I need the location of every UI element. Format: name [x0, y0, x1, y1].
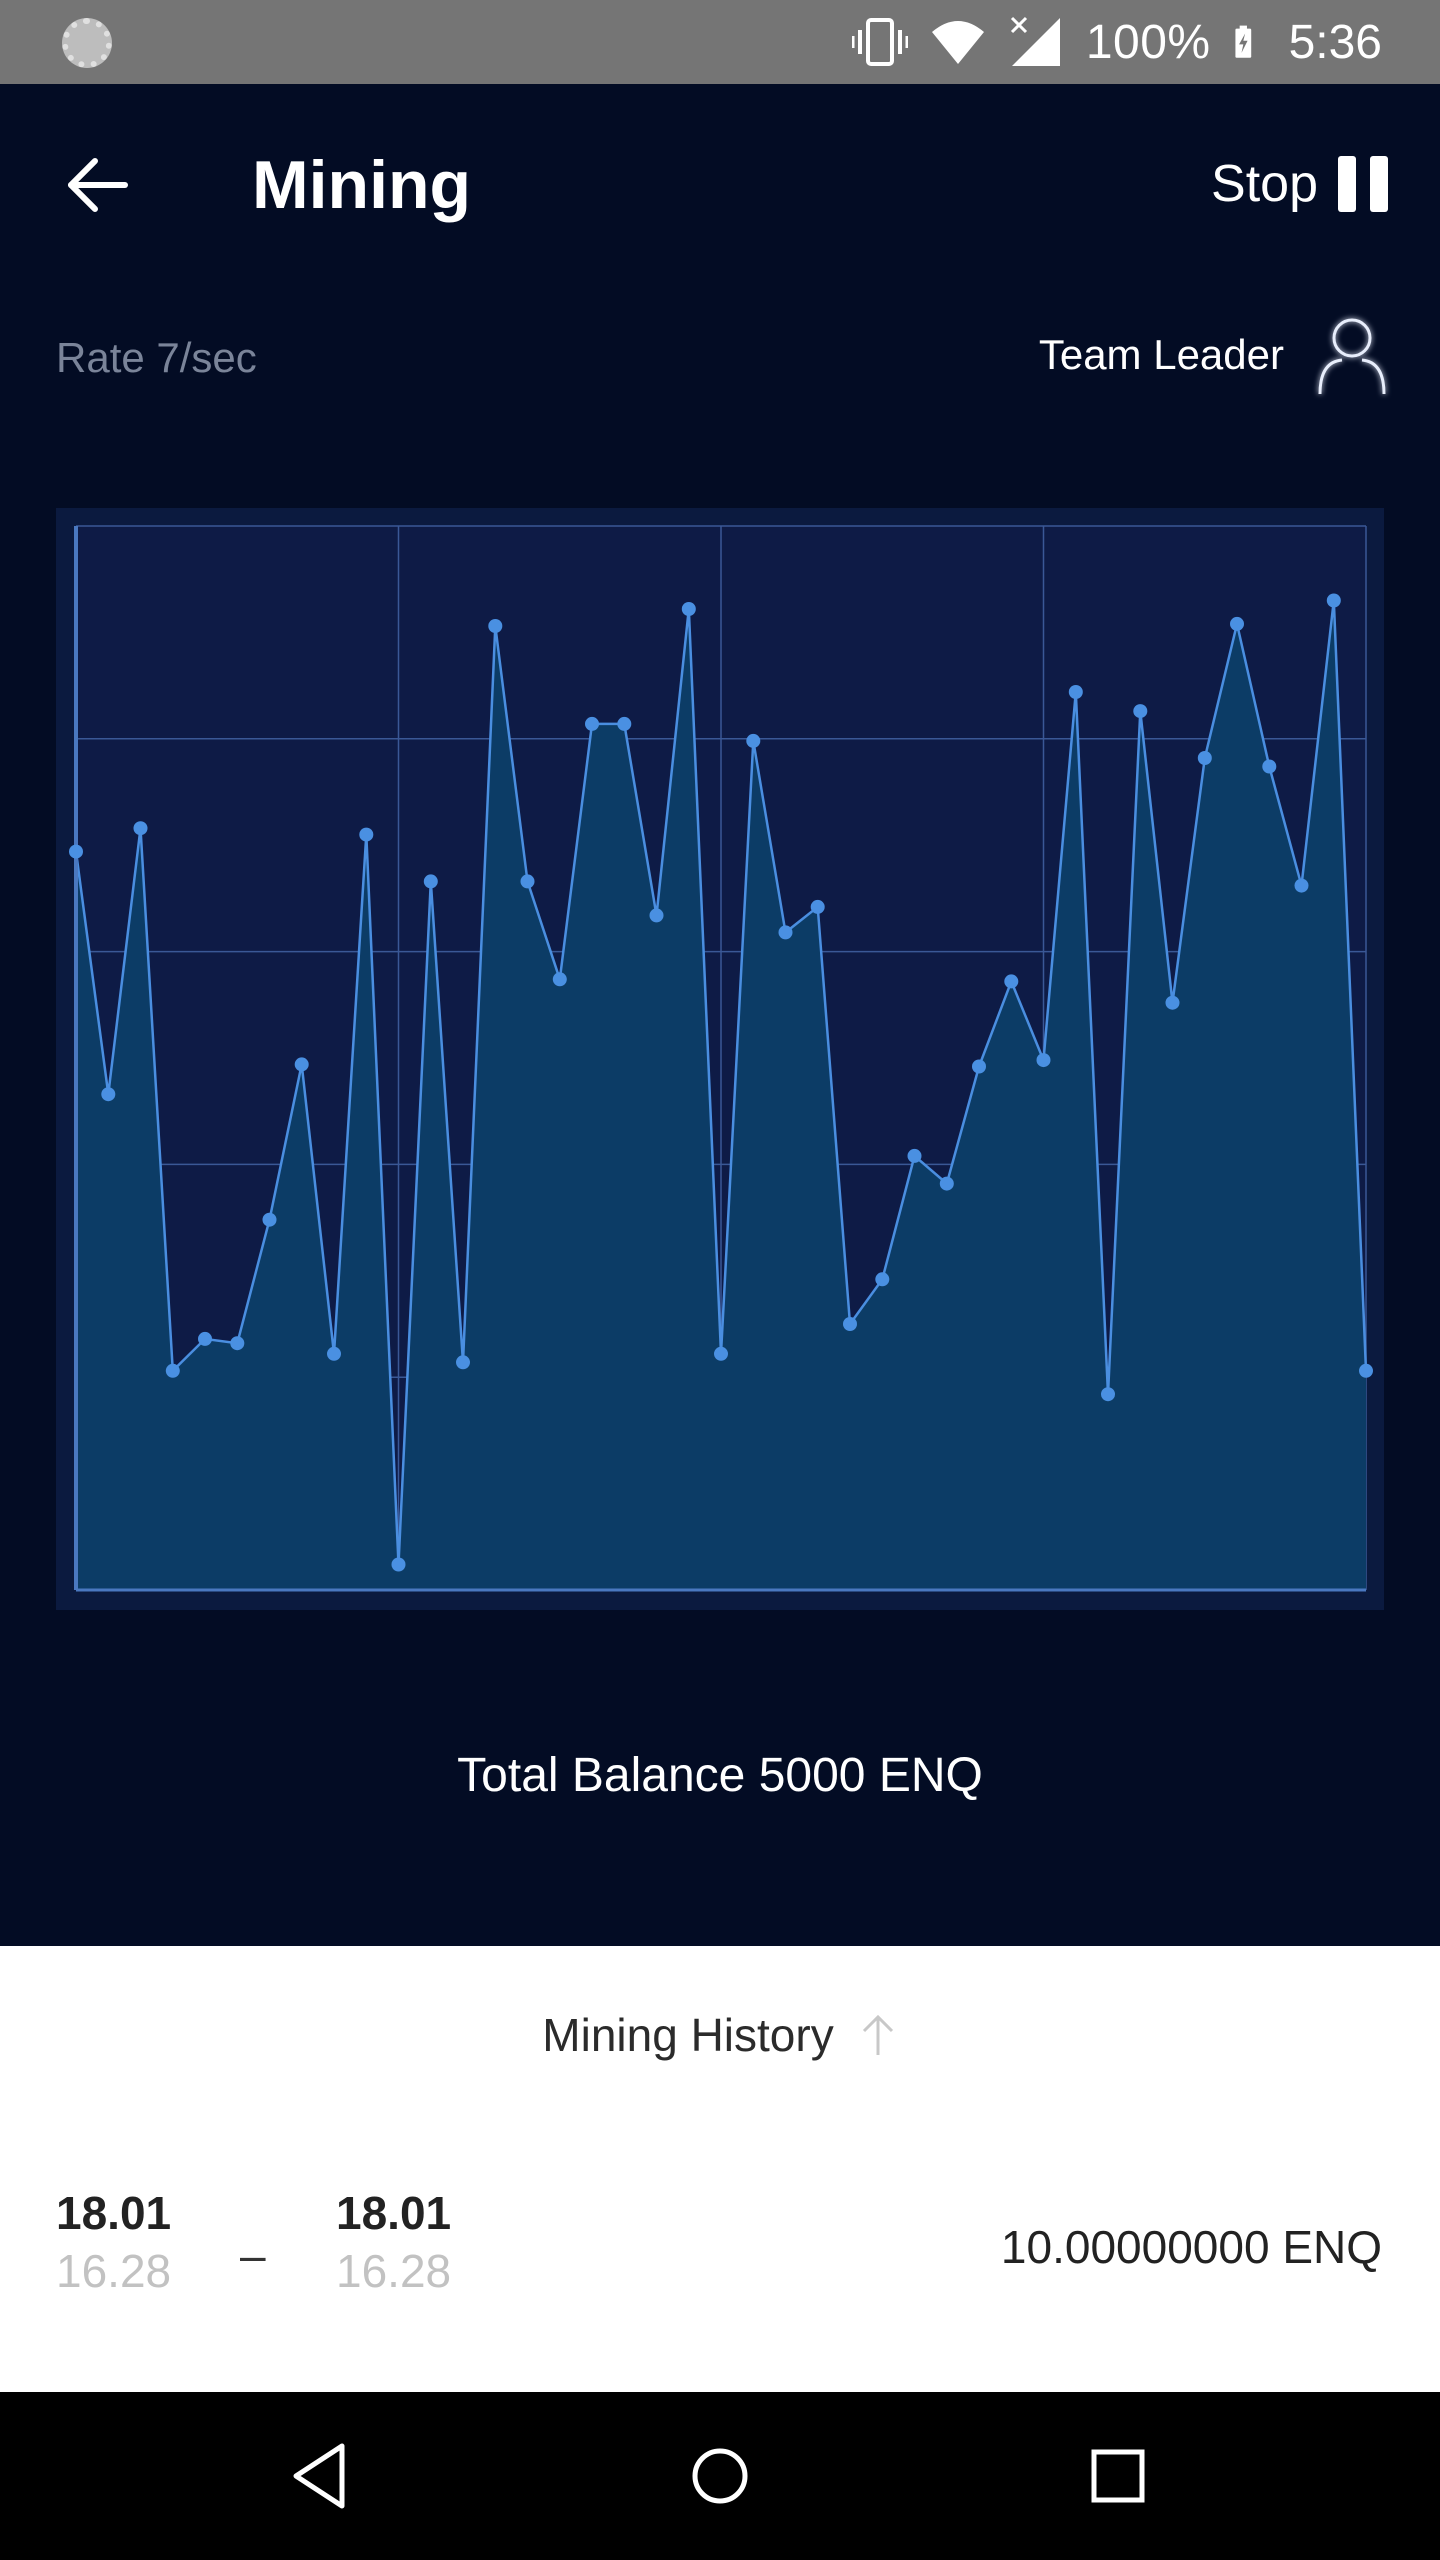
stop-label: Stop — [1211, 155, 1318, 213]
stop-button[interactable]: Stop — [1211, 144, 1390, 224]
chart-point — [165, 1363, 180, 1378]
chart-point — [1036, 1053, 1051, 1068]
vibrate-icon — [851, 18, 908, 66]
chart-point — [69, 844, 83, 859]
chart-point — [101, 1087, 116, 1102]
chart-svg — [69, 525, 1373, 1592]
history-row[interactable]: 18.01 16.28 – 18.01 16.28 10.00000000 EN… — [0, 2186, 1440, 2326]
chart-point — [1101, 1387, 1115, 1402]
chart-point — [843, 1317, 857, 1331]
chart-point — [1068, 685, 1083, 699]
chart-point — [552, 972, 567, 987]
chart-point — [1326, 593, 1341, 608]
chart-point — [1294, 878, 1309, 893]
chart-point — [1359, 1363, 1373, 1378]
arrow-up-icon — [862, 2014, 893, 2055]
chart-point — [520, 874, 535, 889]
chart-point — [391, 1557, 406, 1572]
chart-point — [939, 1176, 954, 1191]
chart-point — [585, 716, 599, 731]
battery-percent: 100% — [1085, 15, 1211, 69]
end-date: 18.01 — [336, 2187, 452, 2239]
chart-point — [681, 602, 696, 616]
signal-icon — [1010, 16, 1060, 66]
chart-point — [294, 1057, 309, 1072]
chart-point — [746, 733, 761, 748]
chart-point — [617, 716, 632, 731]
history-sort-toggle[interactable]: Mining History — [0, 2008, 1440, 2062]
chart-point — [456, 1355, 470, 1370]
start-datetime: 18.01 16.28 — [56, 2186, 171, 2298]
team-leader-button[interactable]: Team Leader — [1039, 310, 1392, 400]
navigation-bar — [0, 2392, 1440, 2560]
chart-point — [1197, 751, 1212, 765]
history-amount: 10.00000000 ENQ — [1000, 2221, 1382, 2273]
chart-point — [714, 1346, 728, 1361]
history-title: Mining History — [542, 2009, 834, 2061]
chart-point — [1262, 759, 1277, 774]
chart-point — [230, 1336, 245, 1351]
chart-point — [1004, 974, 1019, 989]
date-separator: – — [240, 2229, 266, 2281]
chart-points — [69, 593, 1373, 1572]
page-title: Mining — [252, 147, 472, 223]
chart-point — [1133, 704, 1148, 719]
chart-point — [875, 1272, 890, 1287]
chart-point — [133, 821, 148, 836]
battery-charging-icon — [1235, 25, 1251, 58]
app-bar: Mining Stop — [0, 84, 1440, 284]
total-balance: Total Balance 5000 ENQ — [457, 1749, 983, 1802]
team-leader-label: Team Leader — [1038, 331, 1284, 378]
chart-point — [778, 925, 793, 940]
rate-label: Rate 7/sec — [56, 334, 257, 381]
nav-back-icon[interactable] — [282, 2436, 362, 2516]
history-panel: Mining History 18.01 16.28 – 18.01 16.28… — [0, 1946, 1440, 2392]
end-datetime: 18.01 16.28 — [336, 2186, 451, 2298]
start-time: 16.28 — [56, 2245, 172, 2297]
chart-point — [1165, 995, 1180, 1010]
chart-point — [972, 1059, 986, 1074]
arrow-left-icon — [68, 158, 128, 212]
back-button[interactable] — [62, 150, 132, 220]
chart-point — [1230, 616, 1244, 631]
nav-home-icon[interactable] — [680, 2436, 760, 2516]
chart-point — [907, 1148, 922, 1163]
chart-point — [810, 899, 825, 914]
status-icons: 100% 5:36 — [851, 0, 1382, 84]
mining-chart — [56, 508, 1384, 1610]
chart-point — [327, 1346, 341, 1361]
chart-point — [649, 908, 664, 923]
start-date: 18.01 — [56, 2187, 172, 2239]
nav-recents-icon[interactable] — [1078, 2436, 1158, 2516]
chart-point — [423, 874, 438, 889]
wifi-icon — [931, 21, 984, 64]
end-time: 16.28 — [336, 2245, 452, 2297]
chart-point — [262, 1212, 277, 1227]
chart-point — [488, 619, 503, 633]
chart-point — [359, 827, 374, 842]
clock: 5:36 — [1288, 15, 1382, 69]
person-icon — [1318, 318, 1386, 395]
chart-point — [198, 1331, 212, 1346]
status-bar: 100% 5:36 — [0, 0, 1440, 84]
chart-area-fill — [76, 600, 1366, 1590]
pause-icon — [1338, 156, 1390, 212]
sync-icon — [62, 18, 112, 68]
